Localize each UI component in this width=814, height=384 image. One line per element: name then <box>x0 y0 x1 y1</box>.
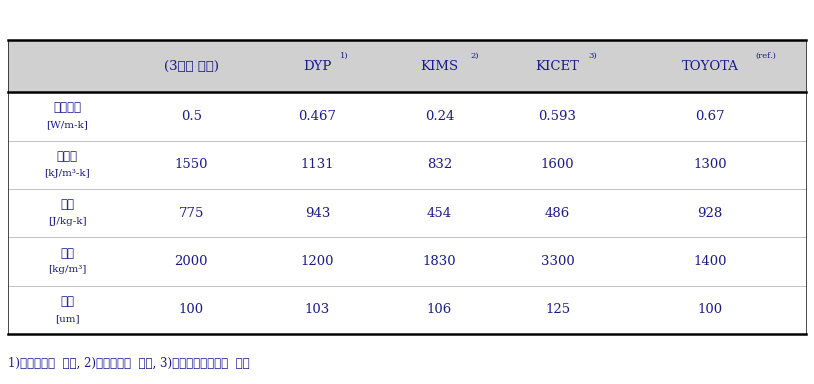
Text: 1550: 1550 <box>174 158 208 171</box>
Text: 3): 3) <box>589 51 597 60</box>
Text: DYP: DYP <box>304 60 331 73</box>
Text: 106: 106 <box>427 303 453 316</box>
Text: KICET: KICET <box>536 60 580 73</box>
Text: 1400: 1400 <box>694 255 727 268</box>
Bar <box>8 40 806 92</box>
Text: 125: 125 <box>545 303 570 316</box>
Text: 0.467: 0.467 <box>299 110 336 123</box>
Text: 775: 775 <box>178 207 204 220</box>
Text: [kg/m³]: [kg/m³] <box>48 265 86 275</box>
Text: 1)동양피스톤  제공, 2)재료연구소  제공, 3)한국세라믹기술원  제공: 1)동양피스톤 제공, 2)재료연구소 제공, 3)한국세라믹기술원 제공 <box>8 356 250 369</box>
Text: 두께: 두께 <box>60 295 74 308</box>
Text: 103: 103 <box>304 303 330 316</box>
Text: [kJ/m³-k]: [kJ/m³-k] <box>44 169 90 178</box>
Text: 1600: 1600 <box>540 158 575 171</box>
Text: 0.24: 0.24 <box>425 110 454 123</box>
Text: 비열: 비열 <box>60 198 74 211</box>
Text: 832: 832 <box>427 158 453 171</box>
Text: KIMS: KIMS <box>421 60 458 73</box>
Text: 454: 454 <box>427 207 452 220</box>
Text: 열용량: 열용량 <box>57 150 77 163</box>
Text: 0.593: 0.593 <box>539 110 576 123</box>
Text: [W/m-k]: [W/m-k] <box>46 120 88 129</box>
Text: 3300: 3300 <box>540 255 575 268</box>
Text: 1): 1) <box>340 51 349 60</box>
Text: 1830: 1830 <box>422 255 457 268</box>
Text: 밀도: 밀도 <box>60 247 74 260</box>
Text: (ref.): (ref.) <box>755 51 776 60</box>
Text: [um]: [um] <box>55 314 80 323</box>
Text: [J/kg-k]: [J/kg-k] <box>48 217 86 226</box>
Text: (3차년 목표): (3차년 목표) <box>164 60 219 73</box>
Text: 0.5: 0.5 <box>181 110 202 123</box>
Text: 100: 100 <box>179 303 204 316</box>
Text: 2000: 2000 <box>174 255 208 268</box>
Text: 1131: 1131 <box>300 158 335 171</box>
Text: 열전도도: 열전도도 <box>53 101 81 114</box>
Text: 943: 943 <box>304 207 330 220</box>
Text: 1200: 1200 <box>300 255 335 268</box>
Text: 1300: 1300 <box>694 158 727 171</box>
Text: 486: 486 <box>545 207 571 220</box>
Text: 928: 928 <box>698 207 723 220</box>
Text: TOYOTA: TOYOTA <box>682 60 738 73</box>
Text: 0.67: 0.67 <box>695 110 725 123</box>
Text: 100: 100 <box>698 303 723 316</box>
Text: 2): 2) <box>470 51 479 60</box>
